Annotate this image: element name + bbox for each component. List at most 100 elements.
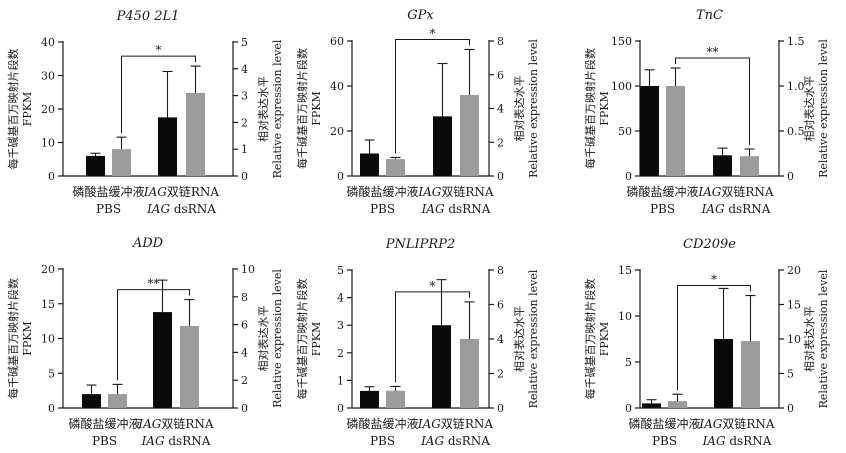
significance-bracket <box>677 285 751 391</box>
significance-bracket <box>395 291 470 383</box>
left-tick-label: 5 <box>625 356 632 369</box>
right-tick-label: 2 <box>497 136 504 149</box>
category-label-pbs-cn: 磷酸盐缓冲液 <box>346 184 418 199</box>
right-axis-label-cn: 相对表达水平 <box>802 76 816 142</box>
left-axis-label-cn: 每千碱基百万映射片段数 <box>583 279 597 400</box>
category-label-iag-prefix: IAG <box>421 202 445 216</box>
category-label-iag-suffix: dsRNA <box>165 434 211 448</box>
left-tick-label: 15 <box>41 298 55 311</box>
left-tick-label: 60 <box>330 35 344 48</box>
category-label-iag-en: IAG dsRNA <box>702 434 772 448</box>
left-tick-label: 20 <box>41 103 55 116</box>
right-tick-label: 6 <box>241 319 248 332</box>
left-tick-label: 0 <box>625 402 632 415</box>
left-tick-label: 10 <box>618 310 632 323</box>
category-label-iag-suffix: dsRNA <box>726 434 772 448</box>
relative-expression-bar-pbs <box>668 401 687 408</box>
right-tick-label: 0 <box>787 170 794 183</box>
category-label-iag-suffix: 双链RNA <box>441 184 494 199</box>
left-tick-label: 30 <box>41 70 55 83</box>
significance-bracket <box>675 57 750 145</box>
right-tick-label: 2 <box>241 374 248 387</box>
right-tick-label: 4 <box>241 63 248 76</box>
category-label-iag-prefix: IAG <box>143 185 167 199</box>
fpkm-bar-pbs <box>640 86 659 176</box>
right-tick-label: 2 <box>241 116 248 129</box>
category-label-iag-en: IAG dsRNA <box>701 202 771 216</box>
right-axis-label-cn: 相对表达水平 <box>512 306 526 372</box>
right-axis-label-cn: 相对表达水平 <box>256 306 270 372</box>
right-axis-label-en: Relative expression level <box>817 39 830 178</box>
right-tick-label: 10 <box>787 333 801 346</box>
left-axis-label-cn: 每千碱基百万映射片段数 <box>6 49 20 170</box>
right-tick-label: 6 <box>497 69 504 82</box>
fpkm-bar-iag <box>158 117 177 176</box>
right-tick-label: 20 <box>787 264 801 277</box>
chart-title: GPx <box>407 8 434 23</box>
category-label-iag-prefix: IAG <box>146 202 170 216</box>
significance-marker: ** <box>148 277 160 291</box>
right-tick-label: 0 <box>241 402 248 415</box>
category-label-pbs-cn: 磷酸盐缓冲液 <box>628 416 700 431</box>
relative-expression-bar-iag <box>180 325 199 408</box>
category-label-pbs-cn: 磷酸盐缓冲液 <box>68 416 140 431</box>
relative-expression-bar-pbs <box>666 86 685 176</box>
left-tick-label: 10 <box>41 137 55 150</box>
chart-title: TnC <box>696 8 723 23</box>
left-tick-label: 5 <box>48 367 55 380</box>
category-label-iag-prefix: IAG <box>417 185 441 199</box>
category-label-iag-suffix: 双链RNA <box>441 416 494 431</box>
right-axis-label-en: Relative expression level <box>271 269 284 408</box>
category-label-pbs-en: PBS <box>370 202 395 216</box>
category-label-iag-en: IAG dsRNA <box>421 202 491 216</box>
left-tick-label: 40 <box>41 36 55 49</box>
fpkm-bar-iag <box>432 325 451 408</box>
category-label-iag-prefix: IAG <box>137 417 161 431</box>
right-tick-label: 0 <box>497 402 504 415</box>
right-axis-label-en: Relative expression level <box>527 269 540 408</box>
category-label-iag-cn: IAG双链RNA <box>698 416 775 431</box>
category-label-iag-cn: IAG双链RNA <box>137 416 214 431</box>
category-label-iag-prefix: IAG <box>420 434 444 448</box>
category-label-pbs-cn: 磷酸盐缓冲液 <box>72 184 144 199</box>
chart-panel-3: TnC 0 50 100 150 0 0.5 1.0 1.5 每千碱基百万映射片段数 FPKM 相对表… <box>583 8 830 216</box>
category-label-iag-cn: IAG双链RNA <box>417 416 494 431</box>
relative-expression-bar-iag <box>460 95 479 176</box>
right-tick-label: 5 <box>241 36 248 49</box>
fpkm-bar-iag <box>153 312 172 408</box>
left-tick-label: 50 <box>618 125 632 138</box>
category-label-iag-cn: IAG双链RNA <box>697 184 774 199</box>
right-tick-label: 10 <box>241 263 255 276</box>
category-label-iag-suffix: dsRNA <box>445 202 491 216</box>
left-tick-label: 4 <box>337 292 344 305</box>
category-label-iag-prefix: IAG <box>697 185 721 199</box>
left-axis-label-en: FPKM <box>21 92 34 127</box>
fpkm-bar-pbs <box>360 153 379 176</box>
right-axis-label-en: Relative expression level <box>271 39 284 178</box>
significance-marker: * <box>430 26 436 40</box>
left-tick-label: 20 <box>41 263 55 276</box>
chart-panel-6: CD209e 0 5 10 15 0 5 10 15 20 每千碱基百万映射片段数 FPKM 相对表达水… <box>583 237 830 448</box>
category-label-iag-prefix: IAG <box>141 434 165 448</box>
right-tick-label: 8 <box>497 264 504 277</box>
category-label-iag-prefix: IAG <box>701 202 725 216</box>
category-label-iag-prefix: IAG <box>417 417 441 431</box>
category-label-iag-prefix: IAG <box>698 417 722 431</box>
right-tick-label: 1.0 <box>787 80 805 93</box>
right-axis-label-cn: 相对表达水平 <box>802 306 816 372</box>
right-tick-label: 3 <box>241 90 248 103</box>
right-tick-label: 4 <box>241 346 248 359</box>
category-label-iag-en: IAG dsRNA <box>146 202 216 216</box>
significance-bracket <box>117 289 190 381</box>
right-axis-label-en: Relative expression level <box>817 269 830 408</box>
left-axis-label-en: FPKM <box>598 322 611 357</box>
right-tick-label: 0 <box>241 170 248 183</box>
right-tick-label: 0 <box>497 170 504 183</box>
left-tick-label: 150 <box>611 35 632 48</box>
right-tick-label: 2 <box>497 368 504 381</box>
left-axis-label-cn: 每千碱基百万映射片段数 <box>6 278 20 399</box>
relative-expression-bar-pbs <box>386 159 405 176</box>
right-axis-label-cn: 相对表达水平 <box>512 76 526 142</box>
category-label-iag-suffix: dsRNA <box>170 202 216 216</box>
